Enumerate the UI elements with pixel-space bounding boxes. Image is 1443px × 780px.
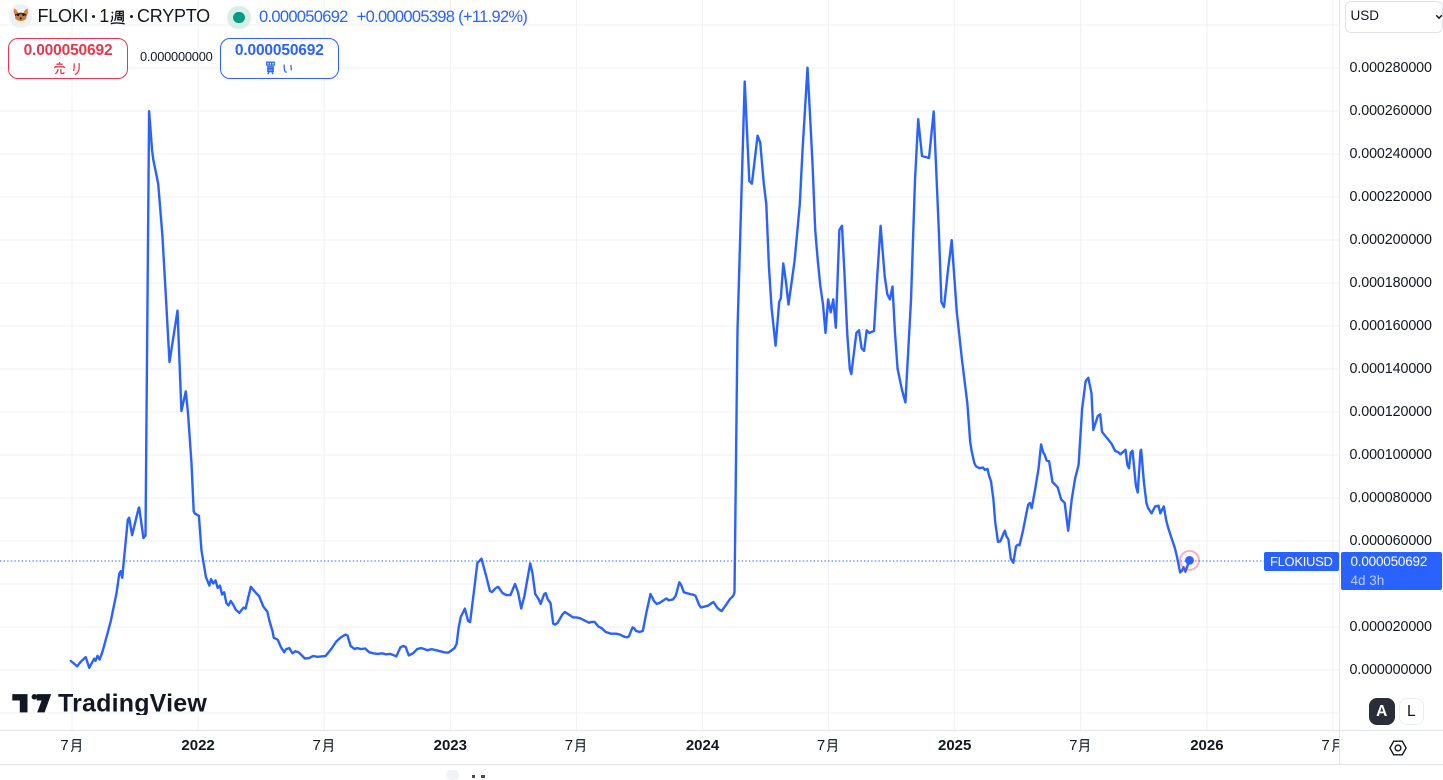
svg-text:TradingView: TradingView xyxy=(58,692,207,715)
